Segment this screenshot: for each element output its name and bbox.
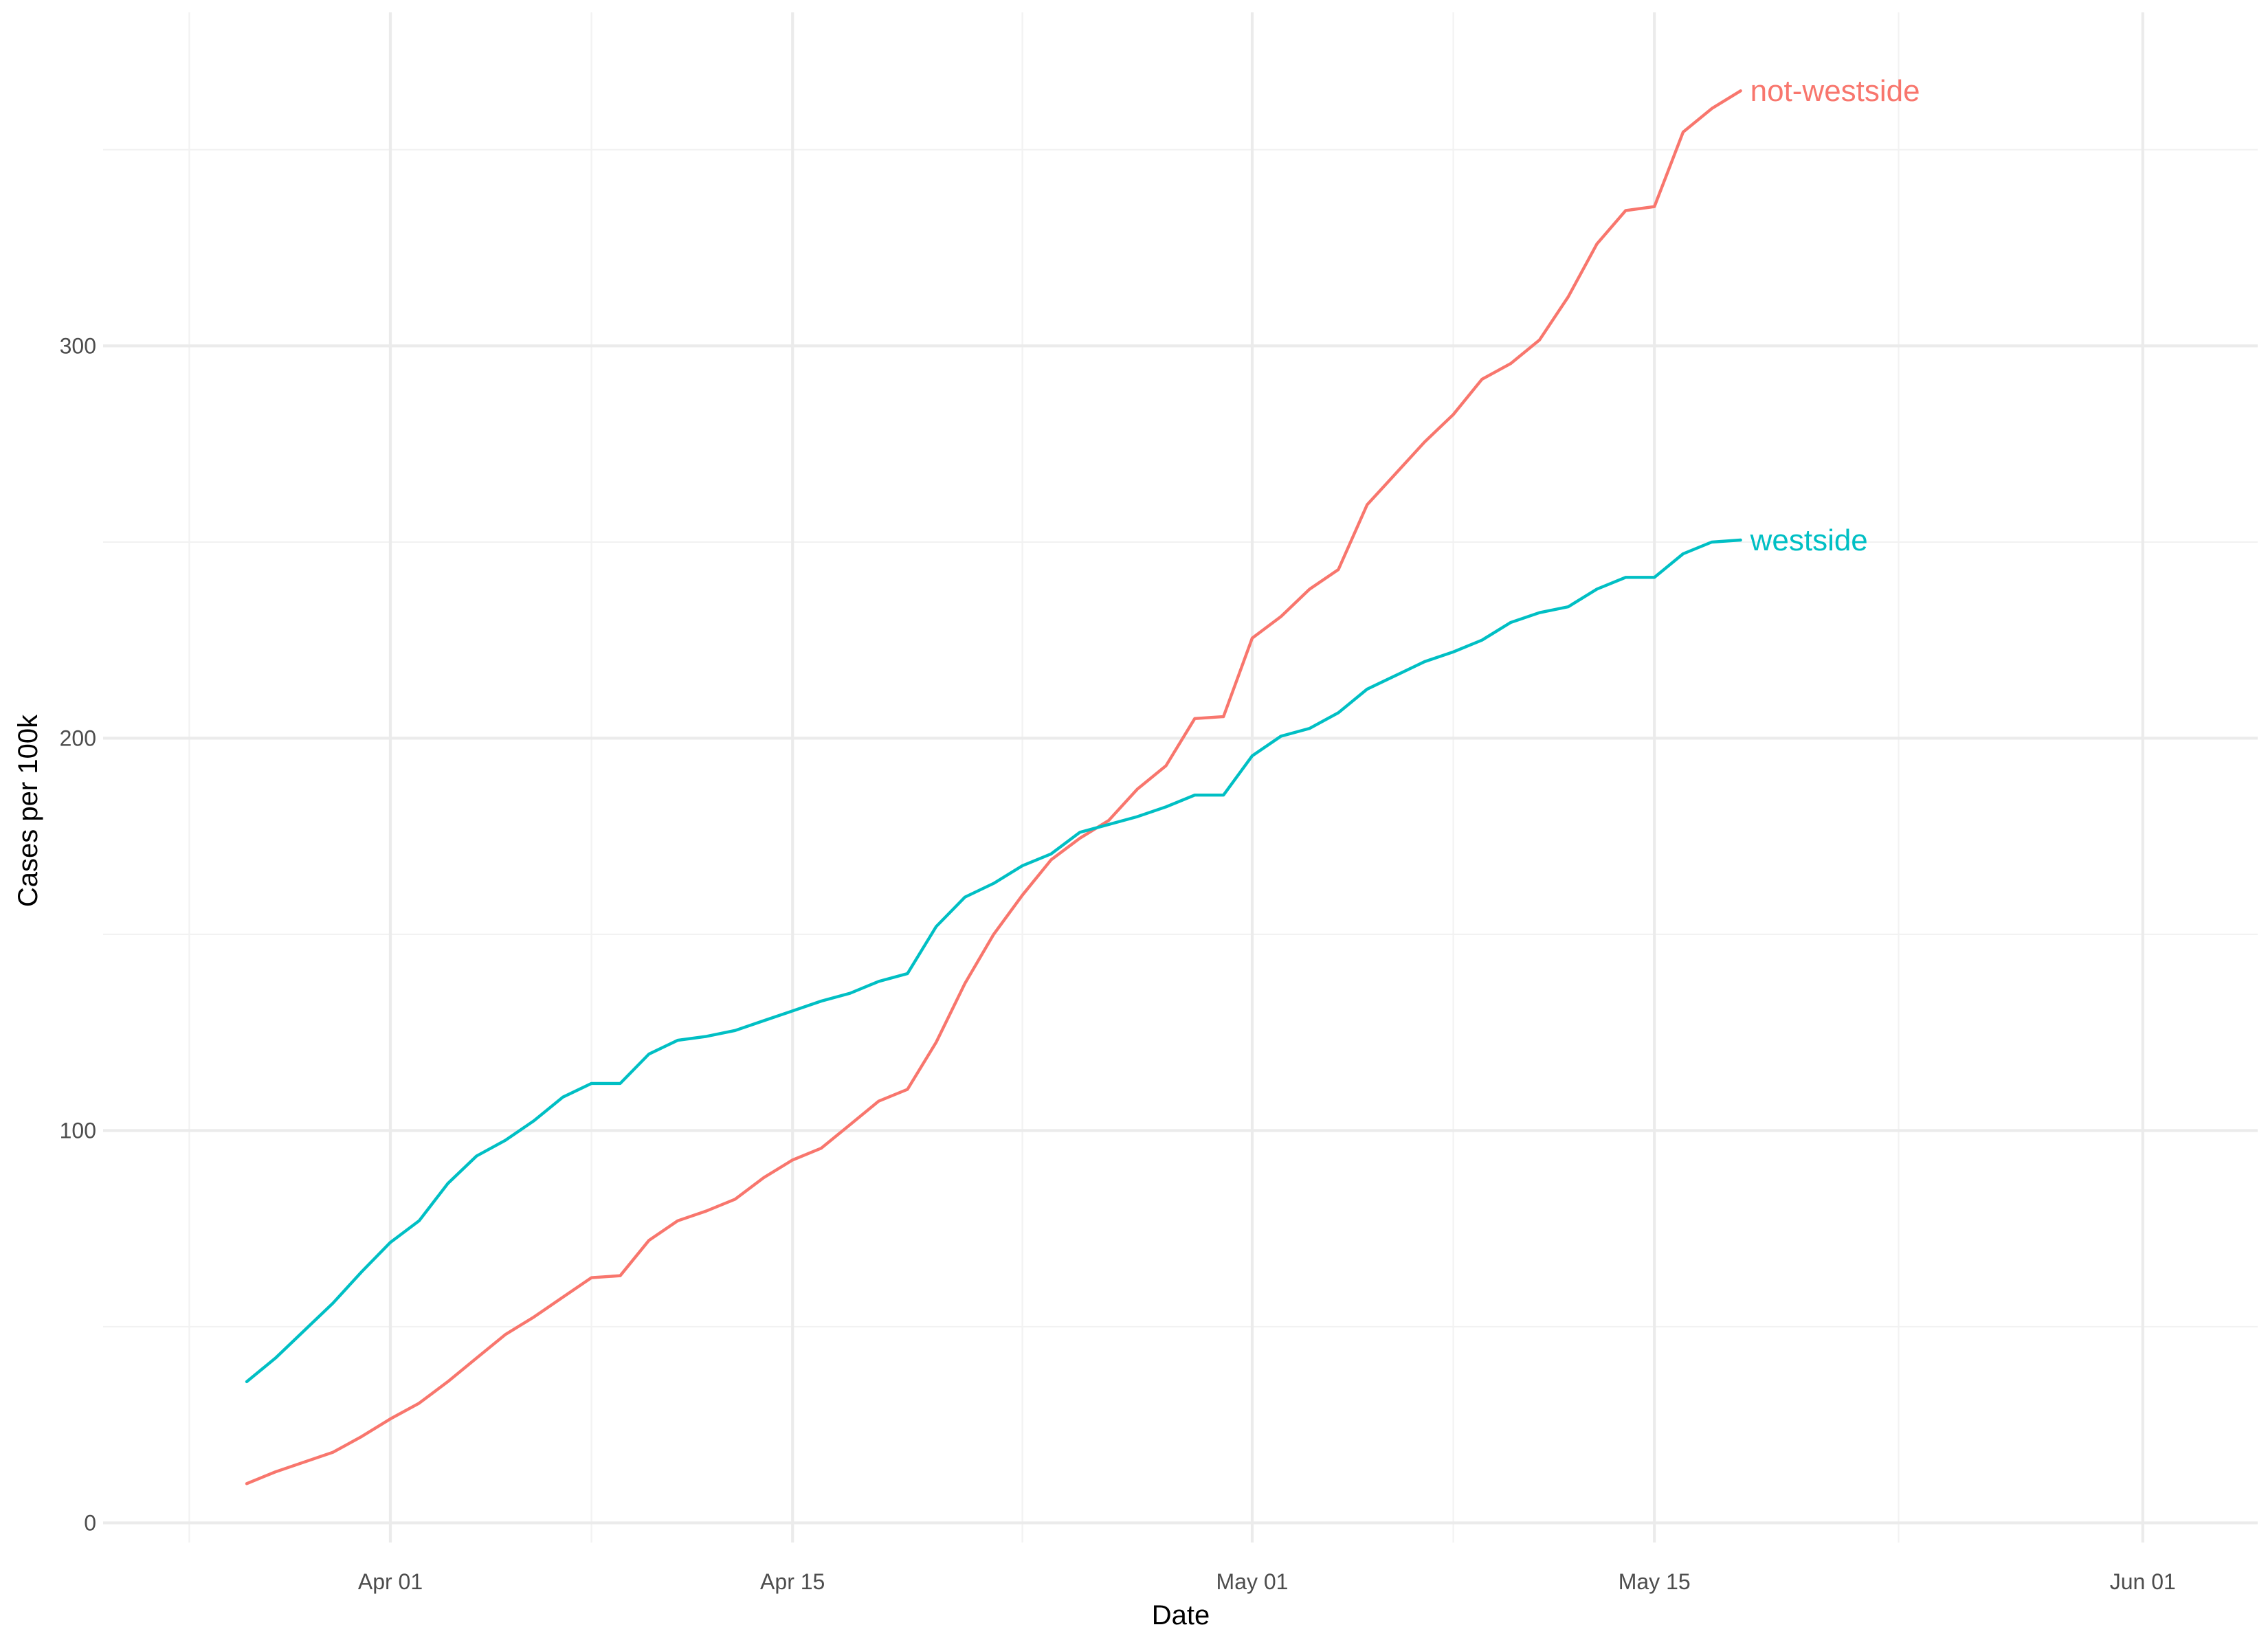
y-tick-label: 0 [84, 1510, 96, 1535]
x-tick-label: May 01 [1216, 1569, 1289, 1594]
x-axis-title: Date [1152, 1600, 1210, 1630]
y-axis-title: Cases per 100k [13, 714, 43, 907]
series-line-westside [245, 538, 1742, 1384]
x-tick-label: May 15 [1619, 1569, 1691, 1594]
y-tick-label: 300 [60, 333, 96, 358]
grid-layer [103, 12, 2258, 1543]
series-line-not-westside [245, 89, 1742, 1485]
x-tick-label: Apr 15 [760, 1569, 825, 1594]
series-layer [245, 89, 1742, 1485]
y-tick-label: 100 [60, 1118, 96, 1143]
y-tick-label: 200 [60, 726, 96, 750]
x-tick-label: Apr 01 [358, 1569, 423, 1594]
series-label-layer: not-westside westside [1750, 74, 1920, 557]
series-label-not-westside: not-westside [1750, 74, 1920, 108]
series-label-westside: westside [1750, 524, 1868, 557]
x-tick-label: Jun 01 [2110, 1569, 2176, 1594]
tick-label-layer: Apr 01 Apr 15 May 01 May 15 Jun 01 0 100 200 300 [60, 333, 2176, 1594]
